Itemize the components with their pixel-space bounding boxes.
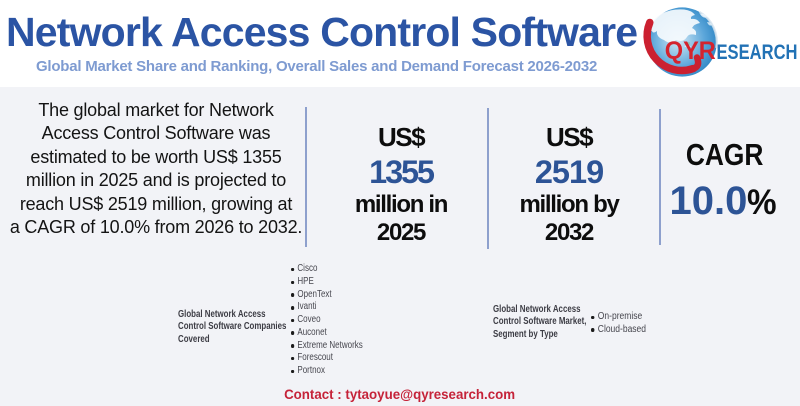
svg-text:ESEARCH: ESEARCH bbox=[717, 41, 798, 64]
svg-text:QYR: QYR bbox=[665, 37, 716, 65]
